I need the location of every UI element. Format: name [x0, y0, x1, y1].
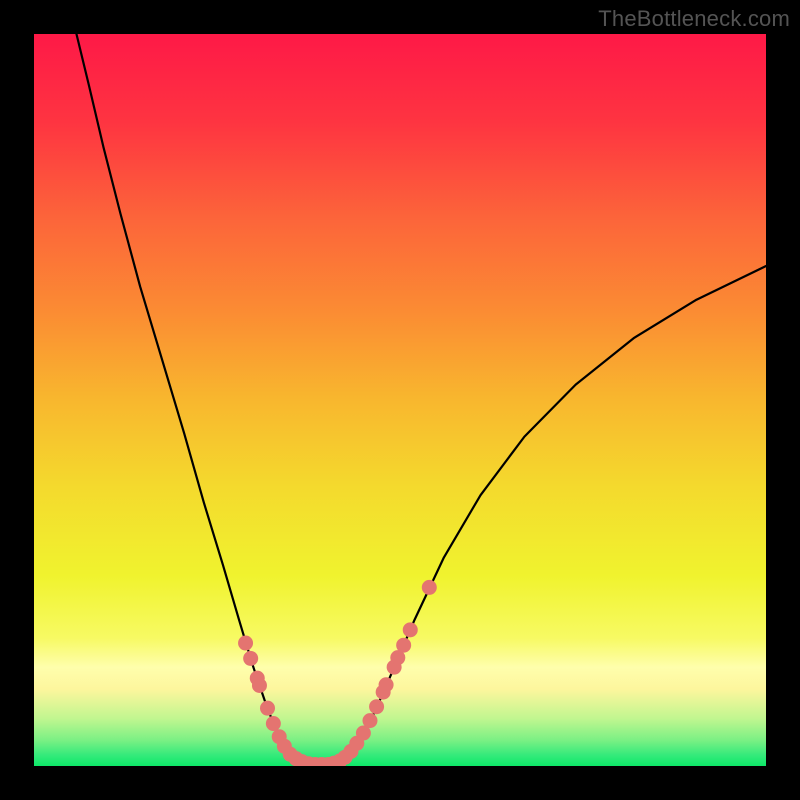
plot-svg [34, 34, 766, 766]
plot-area [34, 34, 766, 766]
data-marker [362, 713, 377, 728]
chart-frame: TheBottleneck.com [0, 0, 800, 800]
data-marker [403, 622, 418, 637]
data-marker [260, 701, 275, 716]
data-marker [379, 677, 394, 692]
data-marker [396, 638, 411, 653]
data-marker [422, 580, 437, 595]
data-marker [369, 699, 384, 714]
data-marker [238, 636, 253, 651]
watermark-text: TheBottleneck.com [598, 6, 790, 32]
data-marker [243, 651, 258, 666]
data-marker [252, 678, 267, 693]
data-marker [266, 716, 281, 731]
